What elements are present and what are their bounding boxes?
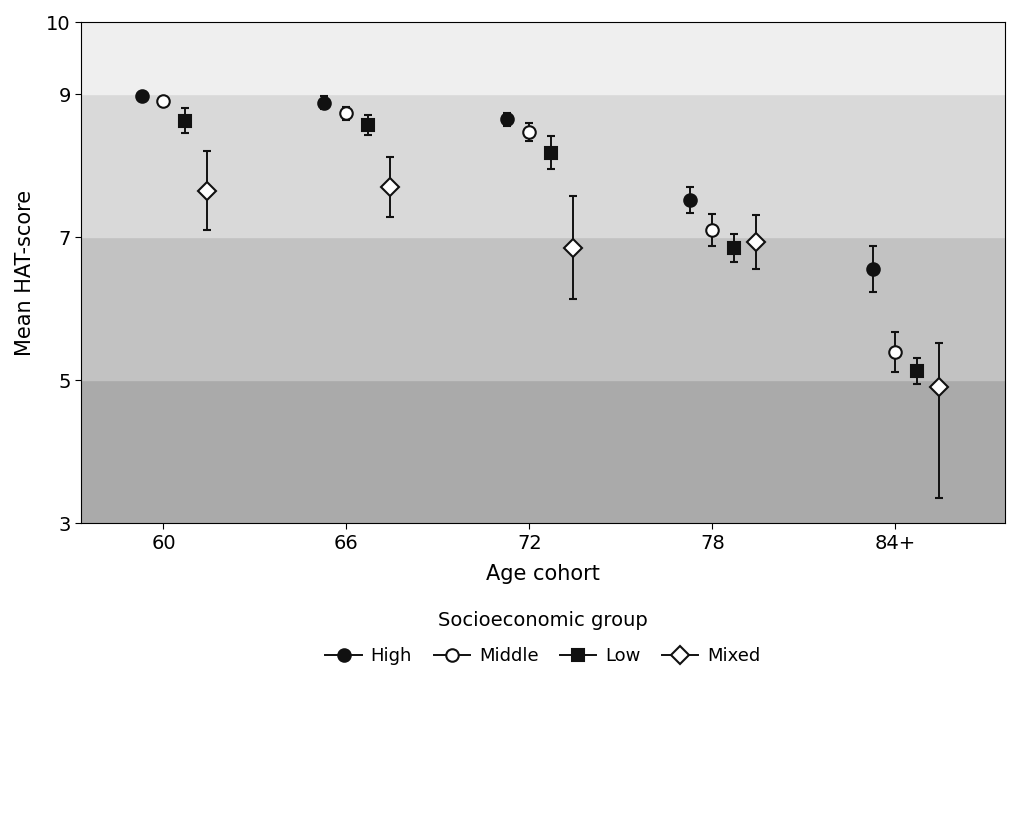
Bar [82, 94, 1004, 237]
Text: Socioeconomic group: Socioeconomic group [438, 611, 647, 630]
Legend: High, Middle, Low, Mixed: High, Middle, Low, Mixed [318, 640, 767, 672]
Bar [82, 22, 1004, 94]
Y-axis label: Mean HAT-score: Mean HAT-score [15, 190, 35, 356]
X-axis label: Age cohort: Age cohort [486, 564, 599, 584]
Bar [82, 237, 1004, 380]
Bar [82, 380, 1004, 523]
